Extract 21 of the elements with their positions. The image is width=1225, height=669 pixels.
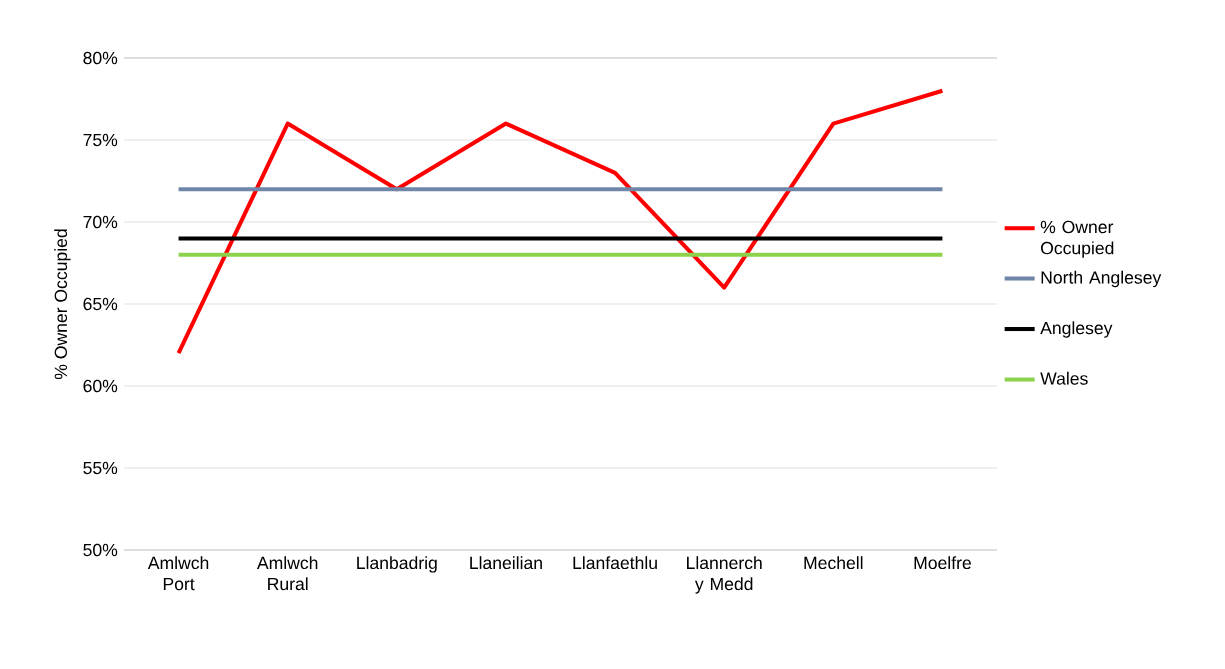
x-tick-label: Llaneilian <box>470 556 542 570</box>
legend-label: Anglesey <box>1040 321 1113 338</box>
y-tick-label: 55% <box>83 461 118 475</box>
y-tick-label: 50% <box>83 543 118 557</box>
line-series <box>176 88 945 356</box>
x-tick-label: Llanfaethlu <box>573 556 657 570</box>
x-tick-label: Amlwch Rural <box>256 556 318 591</box>
y-tick-label: 65% <box>83 297 118 311</box>
x-tick-label: Llanbadrig <box>357 556 437 573</box>
x-tick-label: Mechell <box>804 556 863 570</box>
legend-label: % Owner Occupied <box>1040 220 1114 258</box>
legend-label: North Anglesey <box>1041 270 1162 288</box>
y-tick-label: 60% <box>83 379 118 393</box>
x-tick-label: Llannerch y Medd <box>687 556 762 594</box>
legend-label: Wales <box>1040 371 1088 385</box>
y-tick-label: 70% <box>83 215 118 229</box>
y-tick-label: 75% <box>83 133 118 147</box>
x-tick-label: Moelfre <box>914 556 971 570</box>
y-tick-label: 80% <box>83 51 118 65</box>
x-tick-label: Amlwch Port <box>147 556 209 591</box>
y-axis-title: % Owner Occupied <box>54 229 71 380</box>
